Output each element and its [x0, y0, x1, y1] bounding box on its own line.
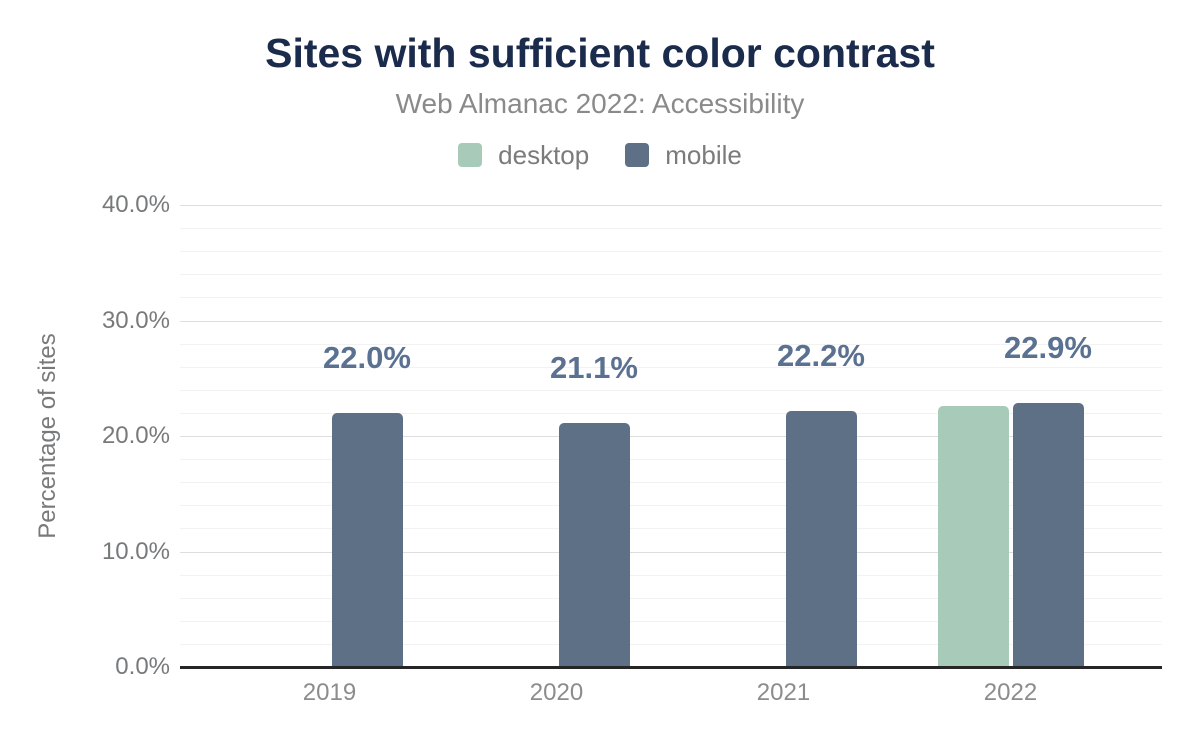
y-tick-label: 30.0% [101, 306, 170, 334]
gridline-minor [180, 644, 1162, 645]
gridline-major [180, 321, 1162, 322]
legend-label: desktop [498, 139, 590, 170]
legend: desktop mobile [0, 140, 1200, 170]
gridline-minor [180, 575, 1162, 576]
gridline-minor [180, 505, 1162, 506]
legend-label: mobile [665, 139, 742, 170]
chart-title: Sites with sufficient color contrast [265, 30, 935, 76]
bar-mobile-2020 [558, 423, 630, 667]
gridline-minor [180, 528, 1162, 529]
gridline-major [180, 205, 1162, 206]
chart-subtitle: Web Almanac 2022: Accessibility [395, 88, 805, 119]
data-label-2019: 22.0% [323, 339, 411, 375]
legend-item-desktop: desktop [458, 140, 589, 171]
gridline-minor [180, 482, 1162, 483]
y-tick-label: 10.0% [101, 537, 170, 565]
gridline-minor [180, 297, 1162, 298]
gridline-minor [180, 390, 1162, 391]
gridline-major [180, 552, 1162, 553]
legend-swatch-mobile [625, 143, 650, 167]
x-tick-label: 2022 [983, 679, 1038, 706]
gridline-minor [180, 274, 1162, 275]
gridline-minor [180, 367, 1162, 368]
gridline-minor [180, 344, 1162, 345]
data-label-2021: 22.2% [777, 337, 865, 373]
legend-item-mobile: mobile [625, 140, 742, 171]
gridline-minor [180, 459, 1162, 460]
y-tick-label: 40.0% [101, 191, 170, 218]
data-label-2020: 21.1% [550, 350, 638, 386]
gridline-minor [180, 228, 1162, 229]
bar-mobile-2022 [1012, 402, 1084, 667]
gridline-minor [180, 598, 1162, 599]
y-tick-label: 0.0% [115, 653, 170, 680]
bar-mobile-2021 [785, 410, 857, 667]
x-tick-label: 2021 [756, 679, 811, 706]
x-axis-line [180, 666, 1162, 669]
x-tick-label: 2020 [529, 679, 584, 706]
bar-mobile-2019 [331, 412, 403, 667]
bar-desktop-2022 [937, 405, 1009, 667]
gridline-minor [180, 251, 1162, 252]
gridline-major [180, 436, 1162, 437]
y-tick-label: 20.0% [101, 422, 170, 449]
gridline-minor [180, 621, 1162, 622]
gridline-minor [180, 413, 1162, 414]
legend-swatch-desktop [458, 143, 483, 167]
x-tick-label: 2019 [302, 679, 357, 706]
data-label-2022: 22.9% [1004, 329, 1092, 365]
